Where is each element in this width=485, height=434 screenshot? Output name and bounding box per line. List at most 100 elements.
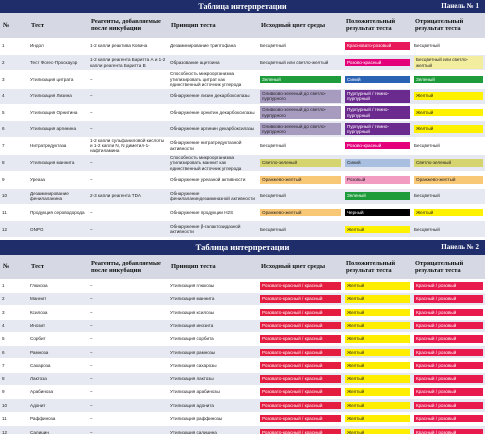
table-cell: Бесцветный или светло-желтый [412,53,485,71]
table-cell: Красный / розовый [412,371,485,386]
table-cell: Утилизация цитрата [28,70,88,88]
table-cell: Розовато-красный / красный [258,398,343,413]
panel-title: Таблица интерпретации [198,2,287,11]
color-swatch: Желтый [345,322,410,330]
table-cell: Светло-зеленый [258,153,343,172]
table-cell: Сахароза [28,358,88,373]
color-swatch: Синий [345,159,410,167]
table-row: 2 Тест Фогес-Проскауэр 1-2 капли реагента … [0,53,485,71]
table-row: 9 Уреаза – Обнаружение уреазной активности О… [0,171,485,188]
table-cell: Пурпурный / темно-пурпурный [343,120,412,138]
table-cell: Оранжево-желтый [258,171,343,188]
table-cell: 7 [0,358,28,373]
table-cell: Утилизация сорбита [168,331,258,346]
color-swatch: Бесцветный или светло-желтый [414,56,483,69]
table-cell: Желтый [412,203,485,221]
color-swatch: Розовато-красный / красный [260,335,341,343]
color-swatch: Розовато-красный / красный [260,295,341,303]
table-cell: Розово-красный [343,53,412,71]
table-cell: 9 [0,171,28,188]
column-header: Положительный результат теста [343,13,412,38]
table-row: 5 Сорбит – Утилизация сорбита Розовато-красн… [0,331,485,346]
table-cell: Утилизация глюкозы [168,278,258,293]
table-cell: 6 [0,120,28,138]
column-header: Реагенты, добавляемые после инкубации [88,255,168,280]
color-swatch: Оранжево-желтый [414,176,483,184]
color-swatch: Розовато-красный / красный [260,375,341,383]
color-swatch: Красный / розовый [414,375,483,383]
color-swatch: Желтый [345,415,410,423]
table-cell: – [88,318,168,333]
table-row: 4 Утилизация Лизина – Обнаружение лизин дек… [0,87,485,105]
table-cell: Утилизация маннита [168,291,258,306]
table-cell: Красный / розовый [412,345,485,359]
color-swatch: Красный / розовый [414,388,483,396]
table-cell: 1-2 капли сульфаниловой кислоты и 1-2 ка… [88,136,168,155]
color-swatch: Желтый [345,295,410,303]
color-swatch: Розовато-красный / красный [260,401,341,410]
interpretation-table: № Тест Реагенты, добавляемые после инкубац… [0,255,485,434]
table-cell: Красный / розовый [412,318,485,333]
column-header: Тест [28,255,88,280]
table-cell: Салицин [28,424,88,434]
color-swatch: Красный / розовый [414,295,483,303]
table-cell: Индол [28,37,88,55]
table-cell: Обнаружение лизин декарбоксилазы [168,87,258,105]
table-row: 1 Глюкоза – Утилизация глюкозы Розовато-крас… [0,278,485,293]
table-cell: Адонит [28,398,88,413]
table-row: 11 Продукция сероводорода – Обнаружение про… [0,203,485,221]
table-cell: Оливково-зеленый до светло-пурпурного [258,120,343,138]
table-row: 8 Утилизация маннита – Способность микроорг… [0,153,485,172]
table-cell: Утилизация адонита [168,398,258,413]
table-cell: Обнаружение аргинин декарбоксилазы [168,120,258,138]
table-cell: Обнаружение нитратредуктазной активности [168,136,258,155]
table-row: 8 Лактоза – Утилизация лактозы Розовато-крас… [0,371,485,386]
color-swatch: Розово-красный [345,142,410,150]
table-cell: Обнаружение фенилаланиндезаминазной акти… [168,187,258,205]
table-cell: Красный / розовый [412,424,485,434]
table-cell: Желтый [343,371,412,386]
table-cell: Утилизация раффинозы [168,411,258,426]
table-cell: 2 [0,291,28,306]
table-cell: Утилизация салицина [168,424,258,434]
table-cell: Образование ацетоина [168,53,258,71]
table-cell: Зеленый [343,187,412,205]
color-swatch: Розовато-красный / красный [260,361,341,370]
color-swatch: Красный / розовый [414,415,483,423]
table-cell: Желтый [343,305,412,320]
table-cell: Утилизация аргинина [28,120,88,138]
table-cell: – [88,305,168,320]
table-cell: 9 [0,385,28,399]
table-cell: Розовато-красный / красный [258,371,343,386]
table-cell: 8 [0,371,28,386]
table-cell: 5 [0,331,28,346]
table-cell: Обнаружение орнитин декарбоксилазы [168,103,258,121]
table-cell: Желтый [343,318,412,333]
color-swatch: Желтый [345,361,410,370]
table-cell: Синий [343,70,412,88]
color-swatch: Розовато-красный / красный [260,388,341,396]
table-cell: – [88,278,168,293]
table-cell: Розовато-красный / красный [258,305,343,320]
table-cell: Желтый [343,331,412,346]
table-row: 3 Утилизация цитрата – Способность микроорг… [0,70,485,88]
table-cell: – [88,203,168,221]
table-cell: – [88,171,168,188]
table-row: 9 Арабиноза – Утилизация арабинозы Розовато-… [0,385,485,399]
table-cell: Розовато-красный / красный [258,331,343,346]
color-swatch: Красный / розовый [414,282,483,290]
table-cell: Красный / розовый [412,291,485,306]
table-cell: ONPG [28,220,88,238]
table-row: 10 Адонит – Утилизация адонита Розовато-крас… [0,398,485,413]
panel-title-bar: Таблица интерпретации Панель № 2 [0,240,485,256]
table-cell: Бесцветный [258,136,343,155]
table-cell: Красный / розовый [412,398,485,413]
table-cell: Желтый [343,411,412,426]
panel-title-bar: Таблица интерпретации Панель № 1 [0,0,485,13]
panel-number: Панель № 1 [441,2,479,10]
color-swatch: Красный / розовый [414,308,483,317]
table-cell: – [88,70,168,88]
table-cell: Обнаружение уреазной активности [168,171,258,188]
table-cell: Розовато-красный / красный [258,424,343,434]
